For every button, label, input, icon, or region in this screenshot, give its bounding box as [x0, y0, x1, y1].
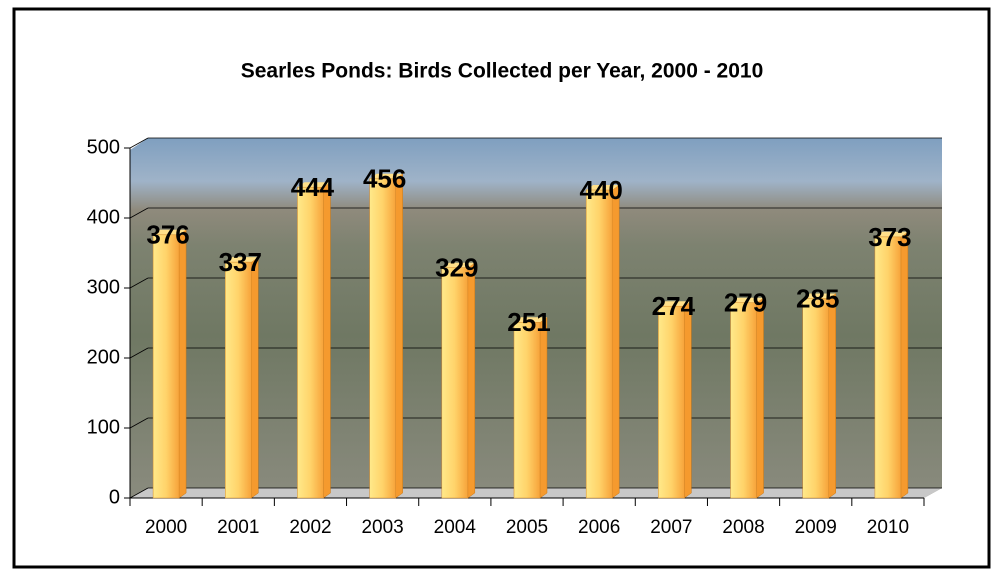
- x-tick-label: 2007: [650, 517, 692, 538]
- data-label: 337: [219, 247, 262, 277]
- data-label: 274: [652, 291, 696, 321]
- bar: [658, 305, 685, 499]
- bar: [152, 234, 180, 499]
- data-label: 251: [507, 307, 550, 337]
- data-label: 329: [435, 253, 478, 283]
- bar-side: [251, 256, 259, 499]
- bar-top: [658, 301, 692, 307]
- x-tick-label: 2000: [145, 517, 187, 538]
- x-tick-label: 2010: [867, 517, 909, 538]
- x-tick-label: 2001: [217, 517, 259, 538]
- grid-line-side: [129, 277, 149, 289]
- bar: [513, 322, 541, 499]
- y-tick-label: 300: [87, 276, 120, 298]
- x-tick-label: 2003: [361, 517, 403, 538]
- data-label: 444: [291, 172, 335, 202]
- y-tick-label: 100: [87, 416, 120, 438]
- data-label: 373: [868, 222, 911, 252]
- bar-side: [611, 184, 620, 499]
- grid-line-side: [129, 487, 149, 499]
- grid-line-side: [129, 207, 149, 219]
- bar-top: [802, 293, 836, 299]
- bar-top: [369, 173, 403, 179]
- grid-line-side: [129, 417, 149, 429]
- bar-side: [828, 293, 836, 499]
- bar-side: [900, 231, 909, 499]
- data-label: 376: [146, 220, 189, 250]
- x-tick-label: 2005: [506, 517, 548, 538]
- bar: [369, 178, 396, 499]
- bar: [874, 236, 902, 499]
- bar-side: [178, 229, 187, 499]
- bar-side: [395, 173, 403, 499]
- grid-line-side: [129, 347, 149, 359]
- bar-top: [874, 231, 908, 237]
- data-label: 456: [363, 164, 406, 194]
- y-tick-label: 200: [87, 346, 120, 368]
- grid-line-side: [129, 137, 149, 149]
- data-label: 285: [796, 283, 839, 313]
- bar-side: [467, 262, 476, 499]
- bar-side: [323, 181, 331, 499]
- bar-top: [297, 182, 331, 188]
- plot: 0 100 200 300 400 500 2000 376 2001 337 2002 444 200…: [87, 136, 942, 538]
- bar-top: [514, 317, 547, 323]
- bar-top: [441, 262, 475, 268]
- bar: [585, 189, 613, 499]
- chart-title: Searles Ponds: Birds Collected per Year,…: [241, 60, 764, 83]
- bar-top: [730, 297, 764, 303]
- bar: [441, 267, 469, 499]
- data-label: 279: [724, 288, 767, 318]
- data-label: 440: [579, 175, 622, 205]
- bar-side: [756, 297, 764, 499]
- bar-top: [225, 257, 259, 263]
- bar-top: [153, 229, 187, 235]
- x-tick-label: 2009: [795, 517, 837, 538]
- bar: [730, 302, 757, 499]
- x-tick-label: 2008: [722, 517, 764, 538]
- bar-side: [539, 316, 548, 499]
- y-tick-label: 0: [109, 486, 120, 508]
- y-tick-label: 400: [87, 206, 120, 228]
- x-tick-label: 2002: [289, 517, 331, 538]
- bar: [297, 186, 324, 499]
- bar-top: [586, 185, 620, 190]
- x-tick-label: 2006: [578, 517, 620, 538]
- bar: [802, 298, 829, 499]
- bar: [225, 261, 252, 499]
- bar-side: [684, 300, 692, 499]
- x-tick-label: 2004: [434, 517, 477, 538]
- y-tick-label: 500: [87, 136, 120, 158]
